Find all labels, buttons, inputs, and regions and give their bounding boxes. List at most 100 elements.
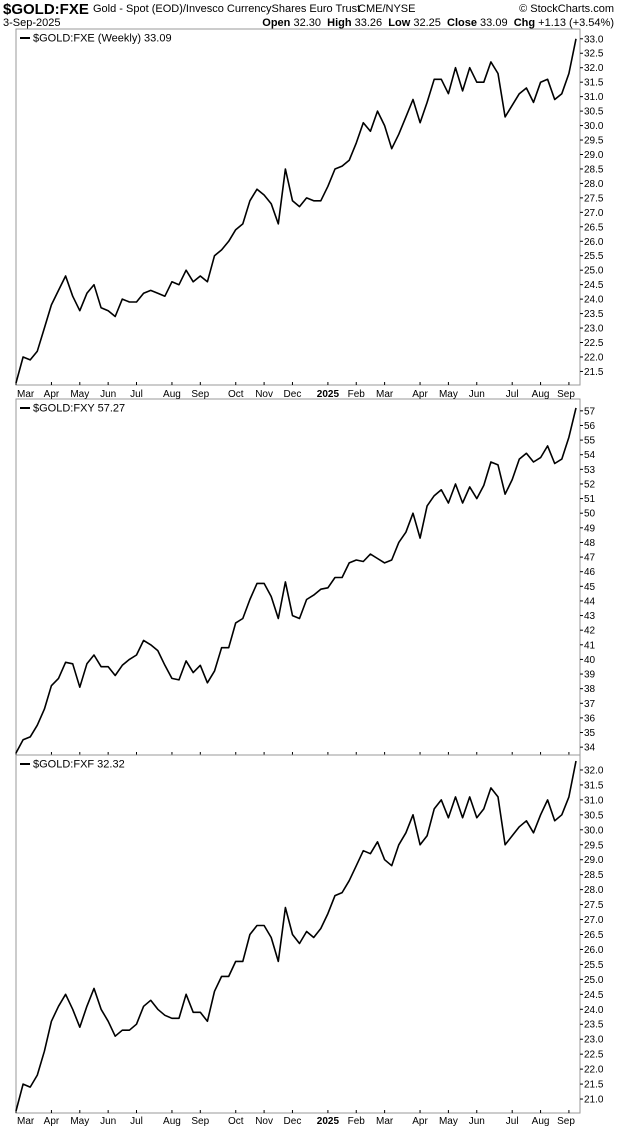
x-tick-label: Nov (255, 389, 273, 400)
y-tick-label: 55 (584, 436, 596, 447)
y-tick-label: 22.5 (584, 338, 604, 349)
y-tick-label: 38 (584, 684, 596, 695)
chg-value: +1.13 (+3.54%) (538, 17, 614, 29)
x-tick-label: Sep (557, 389, 575, 400)
low-label: Low (388, 17, 411, 29)
panel-frame (15, 398, 581, 756)
open-value: 32.30 (293, 17, 321, 29)
y-tick-label: 32.5 (584, 49, 604, 60)
x-tick-label: Jul (130, 1116, 143, 1127)
x-tick-label: Jul (506, 1116, 519, 1127)
chart-date: 3-Sep-2025 (3, 17, 61, 29)
y-tick-label: 29.0 (584, 855, 604, 866)
price-line (15, 407, 577, 754)
y-tick-label: 23.5 (584, 309, 604, 320)
x-tick-label: Jul (130, 389, 143, 400)
stockcharts-logo[interactable]: © StockCharts.com (519, 3, 614, 15)
y-tick-label: 23.0 (584, 324, 604, 335)
ohlc-readout: Open 32.30 High 33.26 Low 32.25 Close 33… (262, 17, 614, 29)
chg-label: Chg (513, 17, 536, 29)
legend-label: $GOLD:FXF 32.32 (33, 759, 125, 771)
y-tick-label: 31.5 (584, 78, 604, 89)
y-tick-label: 26.5 (584, 222, 604, 233)
low-value: 32.25 (413, 17, 441, 29)
y-tick-label: 31.0 (584, 92, 604, 103)
y-tick-label: 21.0 (584, 1095, 604, 1106)
symbol-title: $GOLD:FXE (3, 1, 89, 18)
y-tick-label: 21.5 (584, 367, 604, 378)
x-tick-label: Feb (348, 389, 366, 400)
y-tick-label: 24.5 (584, 280, 604, 291)
y-tick-label: 22.0 (584, 1065, 604, 1076)
y-tick-label: 23.5 (584, 1020, 604, 1031)
y-tick-label: 57 (584, 406, 596, 417)
y-tick-label: 40 (584, 655, 596, 666)
y-tick-label: 50 (584, 509, 596, 520)
y-tick-label: 54 (584, 450, 596, 461)
y-tick-label: 25.5 (584, 960, 604, 971)
x-tick-label: Mar (376, 1116, 394, 1127)
x-tick-label: Jul (506, 389, 519, 400)
y-tick-label: 44 (584, 596, 596, 607)
y-tick-label: 24.0 (584, 295, 604, 306)
y-tick-label: 28.0 (584, 179, 604, 190)
legend-label: $GOLD:FXE (Weekly) 33.09 (33, 33, 172, 45)
y-tick-label: 23.0 (584, 1035, 604, 1046)
high-label: High (327, 17, 352, 29)
chart-panel-3: 21.0 21.5 22.0 22.5 23.0 23.5 24.0 24.5 25.0 25.5… (15, 754, 604, 1114)
y-tick-label: 28.5 (584, 164, 604, 175)
y-tick-label: 30.5 (584, 810, 604, 821)
y-tick-label: 28.5 (584, 870, 604, 881)
y-tick-label: 25.5 (584, 251, 604, 262)
y-tick-label: 30.0 (584, 825, 604, 836)
x-tick-label: 2025 (317, 389, 340, 400)
y-tick-label: 35 (584, 728, 596, 739)
x-tick-label: Oct (228, 1116, 244, 1127)
panel-frame (15, 754, 581, 1114)
y-tick-label: 43 (584, 611, 596, 622)
y-tick-label: 24.5 (584, 990, 604, 1001)
y-tick-label: 39 (584, 670, 596, 681)
y-tick-label: 47 (584, 553, 596, 564)
chart-header: $GOLD:FXE Gold - Spot (EOD)/Invesco Curr… (0, 0, 620, 30)
y-tick-label: 49 (584, 523, 596, 534)
x-tick-label: Nov (255, 1116, 273, 1127)
y-tick-label: 31.0 (584, 795, 604, 806)
y-tick-label: 27.5 (584, 193, 604, 204)
x-tick-label: 2025 (317, 1116, 340, 1127)
y-tick-label: 56 (584, 421, 596, 432)
symbol-description: Gold - Spot (EOD)/Invesco CurrencyShares… (93, 3, 361, 15)
y-tick-label: 53 (584, 465, 596, 476)
x-tick-label: Aug (532, 1116, 550, 1127)
x-tick-label: May (70, 389, 89, 400)
chart-panel-2: 34 35 36 37 38 39 40 41 42 43 44 45 46 47 48 49 50 51 52 53… (15, 398, 596, 756)
y-tick-label: 45 (584, 582, 596, 593)
x-tick-label: Jun (100, 1116, 116, 1127)
price-line (15, 38, 577, 384)
x-tick-label: Aug (163, 389, 181, 400)
x-tick-label: Apr (44, 1116, 60, 1127)
price-line (15, 760, 577, 1112)
exchange-label: CME/NYSE (358, 3, 416, 15)
y-tick-label: 41 (584, 640, 596, 651)
y-tick-label: 26.0 (584, 237, 604, 248)
y-tick-label: 52 (584, 479, 596, 490)
y-tick-label: 21.5 (584, 1080, 604, 1091)
y-tick-label: 27.0 (584, 208, 604, 219)
x-tick-label: Mar (376, 389, 394, 400)
y-tick-label: 28.0 (584, 885, 604, 896)
y-tick-label: 29.0 (584, 150, 604, 161)
x-tick-label: Mar (17, 1116, 35, 1127)
x-tick-label: Apr (412, 1116, 428, 1127)
x-tick-label: May (439, 389, 458, 400)
close-value: 33.09 (480, 17, 508, 29)
y-tick-label: 33.0 (584, 34, 604, 45)
y-tick-label: 26.5 (584, 930, 604, 941)
x-tick-label: Aug (532, 389, 550, 400)
y-tick-label: 24.0 (584, 1005, 604, 1016)
x-tick-label: Feb (348, 1116, 366, 1127)
y-tick-label: 27.5 (584, 900, 604, 911)
chart-panel-1: 21.5 22.0 22.5 23.0 23.5 24.0 24.5 25.0 25.5 26.0… (15, 28, 604, 386)
y-tick-label: 32.0 (584, 765, 604, 776)
